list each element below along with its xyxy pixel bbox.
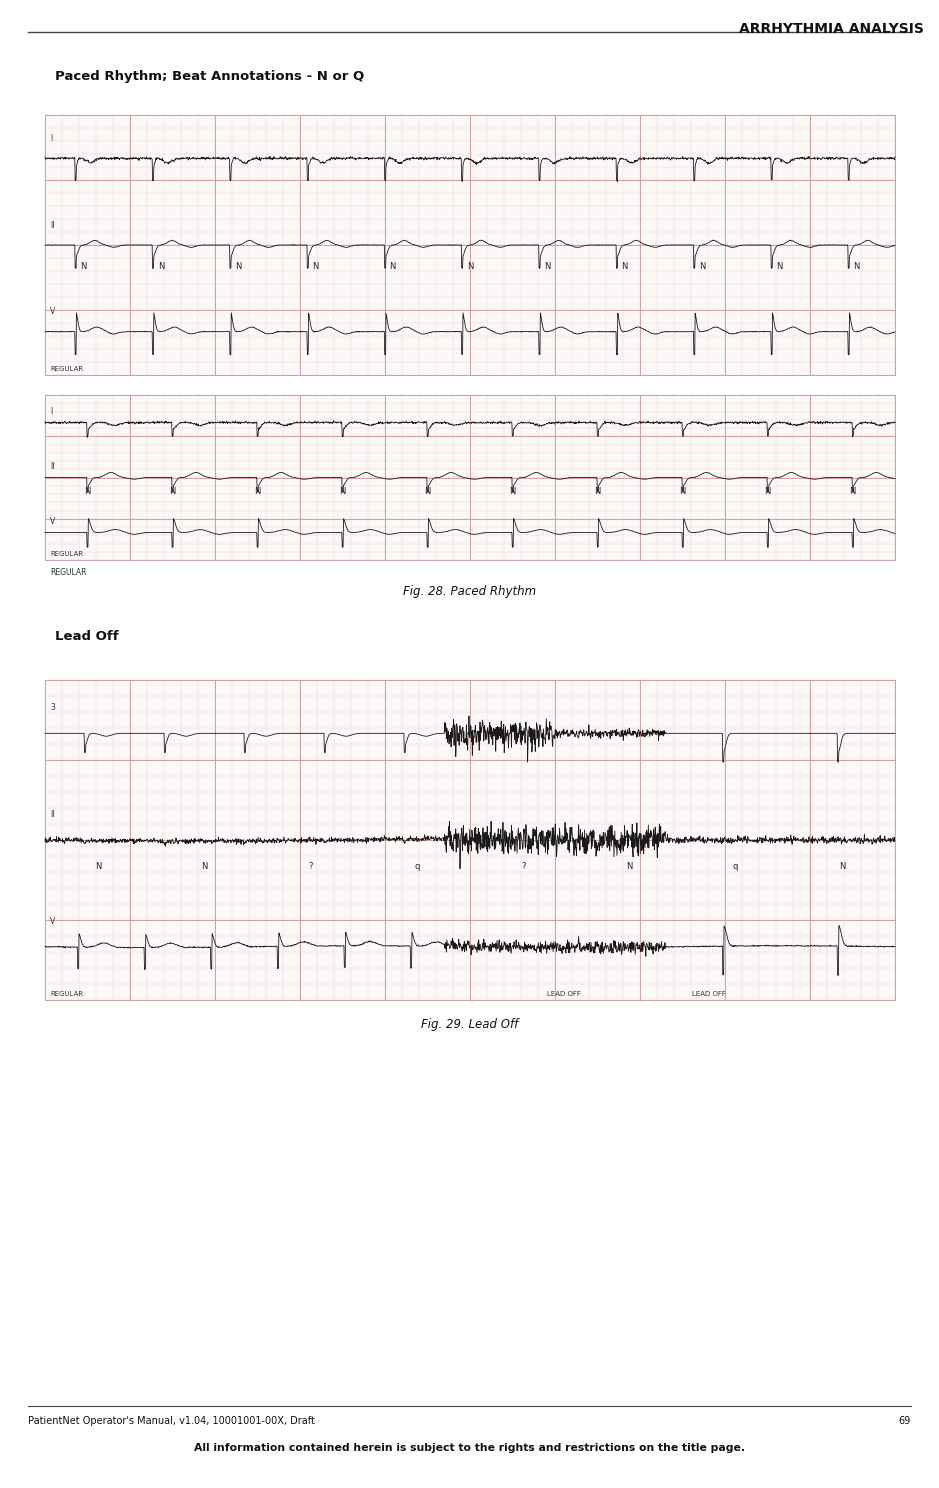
Text: V: V — [50, 917, 55, 926]
Text: N: N — [339, 487, 346, 496]
Text: N: N — [158, 262, 164, 271]
Text: Lead Off: Lead Off — [55, 629, 118, 643]
Text: N: N — [699, 262, 705, 271]
Text: N: N — [313, 262, 318, 271]
Text: N: N — [254, 487, 261, 496]
Text: ?: ? — [308, 862, 313, 870]
Text: I: I — [50, 408, 53, 417]
Text: V: V — [50, 308, 55, 317]
Text: Paced Rhythm; Beat Annotations - N or Q: Paced Rhythm; Beat Annotations - N or Q — [55, 70, 364, 83]
Text: N: N — [594, 487, 601, 496]
Text: ?: ? — [521, 862, 526, 870]
Text: N: N — [849, 487, 855, 496]
Text: N: N — [679, 487, 685, 496]
Text: N: N — [390, 262, 396, 271]
Text: Fig. 29. Lead Off: Fig. 29. Lead Off — [421, 1018, 518, 1031]
Text: N: N — [509, 487, 516, 496]
Text: N: N — [776, 262, 782, 271]
Text: q: q — [414, 862, 420, 870]
Text: N: N — [85, 487, 91, 496]
Text: q: q — [733, 862, 738, 870]
Text: ARRHYTHMIA ANALYSIS: ARRHYTHMIA ANALYSIS — [739, 22, 924, 36]
Text: N: N — [622, 262, 628, 271]
Text: V: V — [50, 518, 55, 527]
Text: All information contained herein is subject to the rights and restrictions on th: All information contained herein is subj… — [194, 1443, 745, 1452]
Text: REGULAR: REGULAR — [50, 366, 84, 372]
Text: Fig. 28. Paced Rhythm: Fig. 28. Paced Rhythm — [403, 585, 536, 598]
Text: 69: 69 — [899, 1417, 911, 1426]
Text: N: N — [467, 262, 473, 271]
Text: REGULAR: REGULAR — [50, 991, 84, 997]
Text: N: N — [424, 487, 431, 496]
Text: II: II — [50, 809, 54, 818]
Text: LEAD OFF: LEAD OFF — [547, 991, 581, 997]
Text: N: N — [626, 862, 633, 870]
Text: N: N — [201, 862, 208, 870]
Text: N: N — [544, 262, 550, 271]
Text: PatientNet Operator's Manual, v1.04, 10001001-00X, Draft: PatientNet Operator's Manual, v1.04, 100… — [28, 1417, 315, 1426]
Text: II: II — [50, 463, 54, 472]
Text: N: N — [95, 862, 101, 870]
Text: N: N — [81, 262, 86, 271]
Text: N: N — [854, 262, 859, 271]
Text: N: N — [235, 262, 241, 271]
Text: 3: 3 — [50, 704, 54, 713]
Text: LEAD OFF: LEAD OFF — [692, 991, 726, 997]
Text: N: N — [169, 487, 176, 496]
Text: REGULAR: REGULAR — [50, 568, 86, 577]
Text: I: I — [50, 134, 53, 143]
Text: REGULAR: REGULAR — [50, 551, 84, 557]
Text: II: II — [50, 220, 54, 229]
Bar — [45, 680, 895, 1000]
Bar — [45, 115, 895, 375]
Text: N: N — [764, 487, 771, 496]
Text: N: N — [839, 862, 845, 870]
Bar — [45, 394, 895, 559]
